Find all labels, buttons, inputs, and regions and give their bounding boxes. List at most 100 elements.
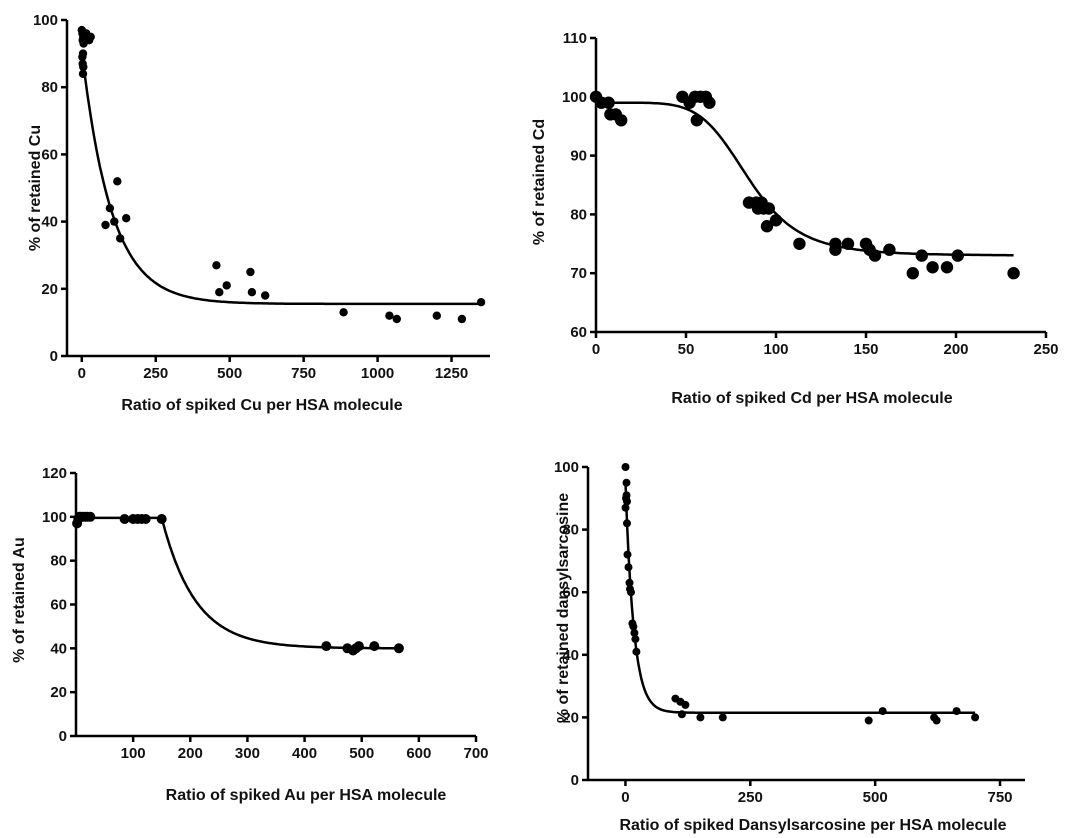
y-tick-label: 90 bbox=[570, 148, 587, 165]
x-tick-label: 100 bbox=[763, 341, 788, 358]
data-point bbox=[116, 234, 125, 243]
x-tick-label: 500 bbox=[863, 789, 888, 806]
data-point bbox=[703, 96, 716, 109]
data-point bbox=[623, 519, 631, 528]
fit-curve bbox=[624, 482, 976, 714]
data-point bbox=[940, 261, 954, 274]
y-tick-label: 20 bbox=[562, 709, 579, 726]
panel-cd: 60 70 80 90 100 110 0 50 100 150 200 250 Ratio of sp… bbox=[531, 30, 1059, 407]
data-point bbox=[878, 707, 887, 716]
data-point bbox=[952, 707, 961, 716]
x-tick-label: 500 bbox=[217, 365, 242, 382]
data-point bbox=[353, 641, 364, 652]
x-tick-label: 100 bbox=[121, 745, 146, 762]
x-axis-title: Ratio of spiked Au per HSA molecule bbox=[166, 787, 447, 804]
y-tick-label: 60 bbox=[562, 584, 579, 601]
data-point bbox=[110, 217, 119, 226]
data-point bbox=[79, 62, 88, 72]
data-point bbox=[392, 314, 401, 324]
x-tick-label: 400 bbox=[292, 745, 317, 762]
x-tick-label: 200 bbox=[943, 341, 968, 358]
y-tick-label: 70 bbox=[570, 265, 587, 282]
data-point bbox=[681, 700, 690, 709]
data-point bbox=[246, 267, 255, 277]
fit-curve bbox=[80, 50, 482, 306]
x-tick-label: 750 bbox=[988, 789, 1013, 806]
data-point bbox=[369, 641, 380, 652]
x-tick-label: 500 bbox=[349, 745, 374, 762]
y-axis-title: % of retained Cd bbox=[531, 119, 548, 245]
data-point bbox=[760, 220, 774, 233]
x-tick-label: 150 bbox=[853, 341, 878, 358]
data-point bbox=[602, 96, 615, 109]
x-axis-title: Ratio of spiked Dansylsarcosine per HSA … bbox=[619, 817, 1006, 834]
data-point bbox=[624, 563, 633, 572]
data-point bbox=[476, 298, 486, 307]
y-tick-label: 40 bbox=[50, 640, 67, 657]
data-point bbox=[621, 463, 630, 471]
data-point bbox=[926, 261, 939, 274]
data-point bbox=[932, 716, 941, 725]
fit-curve bbox=[76, 516, 399, 650]
data-point bbox=[122, 214, 131, 223]
data-point bbox=[718, 713, 727, 722]
data-point bbox=[156, 514, 167, 524]
data-point bbox=[339, 308, 348, 317]
y-tick-label: 100 bbox=[42, 509, 67, 526]
data-point bbox=[677, 710, 686, 719]
x-axis-title: Ratio of spiked Cd per HSA molecule bbox=[671, 390, 952, 407]
data-point bbox=[212, 261, 221, 270]
data-point bbox=[113, 177, 122, 186]
y-tick-label: 20 bbox=[50, 684, 67, 701]
data-point bbox=[906, 267, 919, 280]
x-tick-label: 0 bbox=[621, 789, 629, 806]
data-point bbox=[215, 288, 224, 297]
data-point bbox=[864, 716, 873, 725]
x-tick-label: 250 bbox=[738, 789, 763, 806]
data-point bbox=[627, 588, 635, 597]
data-point bbox=[829, 237, 842, 250]
x-tick-label: 600 bbox=[406, 745, 431, 762]
y-tick-label: 100 bbox=[562, 89, 587, 106]
panel-dansylsarcosine: 0 20 40 60 80 100 0 250 500 750 Ratio of spiked Da… bbox=[554, 459, 1025, 834]
data-point bbox=[1007, 267, 1020, 280]
data-point bbox=[385, 311, 394, 320]
data-point bbox=[630, 628, 639, 637]
data-point bbox=[915, 249, 928, 262]
data-point bbox=[631, 635, 640, 644]
y-tick-label: 0 bbox=[571, 772, 579, 789]
data-point bbox=[261, 291, 270, 300]
y-tick-label: 100 bbox=[554, 459, 579, 476]
data-point bbox=[140, 514, 151, 524]
data-point bbox=[868, 249, 882, 262]
data-point bbox=[615, 114, 628, 127]
y-tick-label: 80 bbox=[570, 206, 587, 223]
y-tick-label: 60 bbox=[41, 146, 58, 163]
y-tick-label: 0 bbox=[50, 348, 58, 365]
data-point bbox=[78, 69, 88, 79]
x-tick-label: 0 bbox=[78, 365, 86, 382]
y-tick-label: 100 bbox=[33, 12, 58, 29]
data-point bbox=[883, 243, 896, 256]
data-point bbox=[623, 497, 631, 506]
y-tick-label: 40 bbox=[41, 214, 58, 231]
data-point bbox=[793, 237, 806, 250]
x-tick-label: 0 bbox=[592, 341, 600, 358]
data-point bbox=[393, 643, 404, 654]
x-tick-label: 200 bbox=[178, 745, 203, 762]
y-tick-label: 60 bbox=[570, 324, 587, 341]
data-point bbox=[86, 32, 95, 41]
data-point bbox=[119, 514, 130, 524]
y-tick-label: 80 bbox=[562, 522, 579, 539]
y-tick-label: 110 bbox=[563, 30, 587, 47]
x-tick-label: 750 bbox=[291, 365, 316, 382]
data-point bbox=[85, 511, 96, 522]
panel-au: 0 20 40 60 80 100 120 100 200 300 400 500 600 700 Rati… bbox=[11, 465, 489, 804]
data-point bbox=[841, 237, 855, 250]
y-tick-label: 80 bbox=[50, 553, 67, 570]
data-point bbox=[951, 249, 964, 262]
data-point bbox=[101, 220, 110, 230]
data-point bbox=[78, 52, 87, 62]
data-point bbox=[629, 622, 638, 631]
